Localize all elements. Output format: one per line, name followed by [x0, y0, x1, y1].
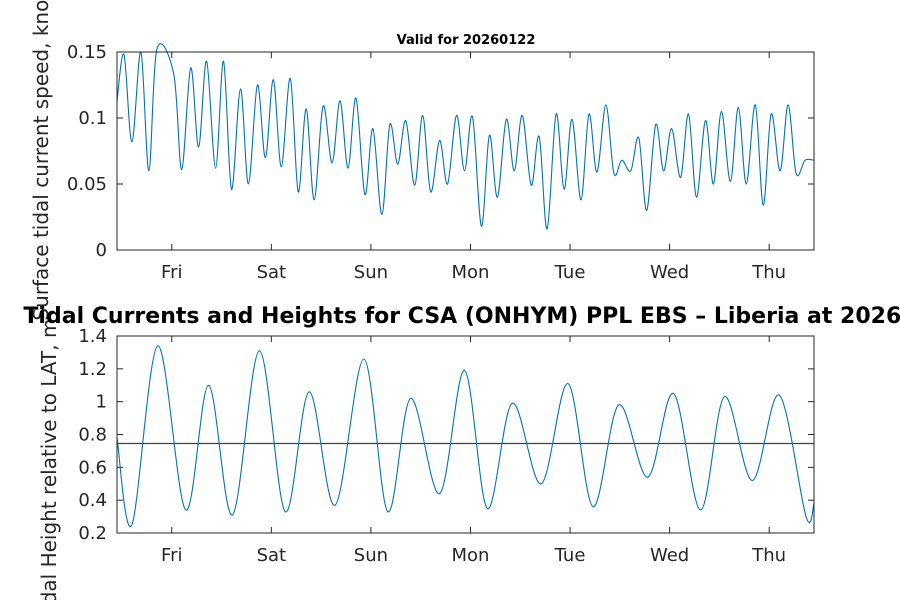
tidal-height-ytick-label: 0.6 — [78, 457, 107, 478]
current-speed-xtick-label: Mon — [452, 262, 490, 283]
tidal-height-title: Tidal Currents and Heights for CSA (ONHY… — [23, 304, 900, 329]
tidal-height-plot-area — [117, 336, 814, 533]
tidal-height-ytick-label: 0.8 — [78, 425, 107, 446]
current-speed-xtick-label: Thu — [751, 262, 786, 283]
tidal-height-xtick-label: Fri — [161, 545, 182, 566]
tidal-height-xtick-label: Mon — [452, 545, 490, 566]
current-speed-axes-box — [116, 51, 815, 251]
current-speed-ytick-labels: 0 0.05 0.1 0.15 — [67, 42, 107, 261]
current-speed-title: Valid for 20260122 — [397, 33, 536, 48]
tidal-height-chart: Fri Sat Sun Mon Tue Wed Thu 0.2 0.4 0.6 0.8 1 1.2 1.… — [23, 304, 900, 600]
tidal-height-series-line — [116, 345, 815, 528]
tidal-height-ylabel: Tidal Height relative to LAT, m — [37, 319, 61, 600]
current-speed-ytick-label: 0.15 — [67, 42, 107, 63]
tidal-height-xtick-label: Sat — [257, 545, 287, 566]
current-speed-ytick-label: 0.1 — [78, 108, 107, 129]
tidal-height-xtick-label: Thu — [751, 545, 786, 566]
current-speed-ytick-label: 0 — [96, 240, 107, 261]
current-speed-ylabel: Surface tidal current speed, knots — [29, 0, 53, 321]
current-speed-plot-area — [117, 52, 814, 250]
tidal-height-xtick-label: Tue — [554, 545, 586, 566]
current-speed-xtick-labels: Fri Sat Sun Mon Tue Wed Thu — [161, 262, 786, 283]
tidal-height-xtick-label: Wed — [650, 545, 689, 566]
tidal-height-ytick-label: 0.4 — [78, 490, 107, 511]
tidal-height-xtick-label: Sun — [354, 545, 388, 566]
tidal-height-ytick-label: 1 — [96, 392, 107, 413]
tidal-height-ytick-label: 1.2 — [78, 359, 107, 380]
current-speed-series-line — [116, 43, 815, 230]
current-speed-chart: Valid for 20260122 Surface tidal current… — [29, 0, 815, 321]
current-speed-ytick-label: 0.05 — [67, 174, 107, 195]
tidal-height-axis-ticks — [117, 335, 814, 534]
current-speed-xtick-label: Sat — [257, 262, 287, 283]
current-speed-xtick-label: Sun — [354, 262, 388, 283]
tidal-height-ytick-labels: 0.2 0.4 0.6 0.8 1 1.2 1.4 — [78, 326, 107, 544]
tidal-height-ytick-label: 0.2 — [78, 523, 107, 544]
tidal-height-ytick-label: 1.4 — [78, 326, 107, 347]
tidal-height-xtick-labels: Fri Sat Sun Mon Tue Wed Thu — [161, 545, 786, 566]
current-speed-xtick-label: Wed — [650, 262, 689, 283]
tidal-height-axes-box — [116, 335, 815, 534]
current-speed-xtick-label: Tue — [554, 262, 586, 283]
current-speed-xtick-label: Fri — [161, 262, 182, 283]
